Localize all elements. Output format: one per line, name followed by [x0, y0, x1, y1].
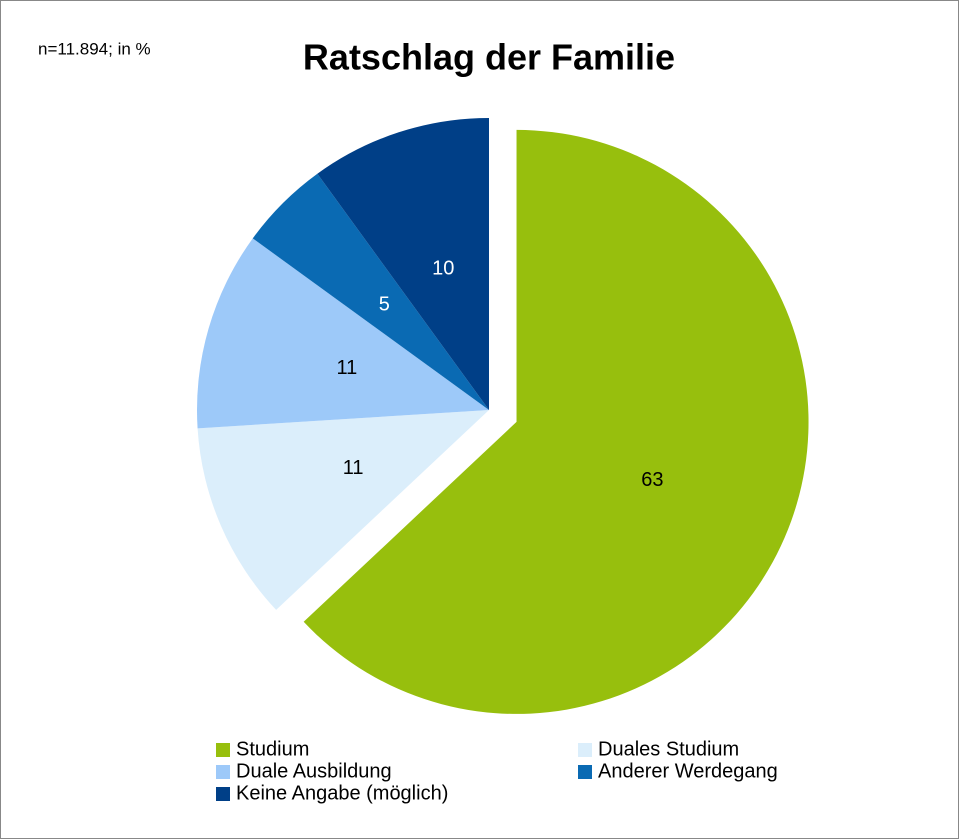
legend-label: Duales Studium [598, 738, 739, 760]
legend-label: Studium [236, 738, 309, 760]
data-label: 11 [343, 457, 364, 479]
legend-swatch [216, 787, 230, 801]
pie-slice [252, 173, 489, 410]
legend-label: Duale Ausbildung [236, 760, 392, 782]
pie-slice [303, 129, 809, 714]
legend-label: Keine Angabe (möglich) [236, 782, 448, 804]
data-label: 10 [432, 258, 454, 280]
legend-swatch [216, 765, 230, 779]
chart-title: Ratschlag der Familie [303, 37, 675, 78]
data-label: 5 [379, 294, 390, 316]
data-label: 11 [336, 357, 357, 379]
legend-swatch [578, 743, 592, 757]
chart-subtitle: n=11.894; in % [38, 39, 151, 58]
pie-slice [317, 118, 489, 410]
legend-label: Anderer Werdegang [598, 760, 778, 782]
pie-slice [197, 238, 489, 429]
pie-slice [197, 410, 489, 610]
data-label: 63 [641, 469, 663, 491]
legend-swatch [216, 743, 230, 757]
legend-swatch [578, 765, 592, 779]
